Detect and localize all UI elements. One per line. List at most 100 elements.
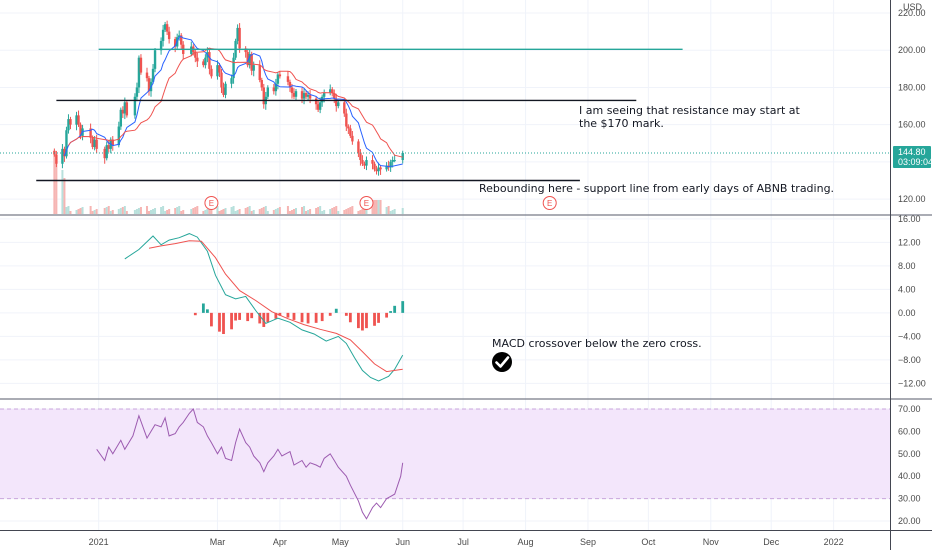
candle-body: [316, 104, 320, 110]
candle-body: [125, 102, 129, 116]
candle-body: [244, 48, 247, 53]
volume-bar: [89, 206, 92, 214]
volume-bar: [260, 208, 263, 214]
price-pane[interactable]: E E E I am seeing that resistance may star…: [36, 20, 834, 214]
candle-body: [329, 89, 332, 94]
y-tick-label: 160.00: [898, 120, 926, 130]
last-price-box: [893, 145, 931, 168]
histogram-bar: [377, 312, 380, 323]
volume-bar: [303, 206, 306, 214]
candle-body: [385, 165, 388, 170]
macd-pane[interactable]: MACD crossover below the zero cross.: [124, 233, 702, 382]
candle-body: [123, 102, 127, 114]
volume-bar: [377, 200, 380, 214]
volume-bar: [75, 210, 78, 214]
last-price-label: 144.80: [898, 147, 926, 157]
volume-bar: [290, 210, 293, 214]
candle-body: [294, 91, 298, 97]
candle-body: [337, 102, 340, 107]
candle-body: [79, 124, 82, 136]
x-tick-label: Jun: [395, 537, 410, 547]
y-tick-label: 60.00: [898, 426, 921, 436]
candle-body: [248, 53, 251, 66]
candle-body: [361, 160, 364, 164]
earnings-marker: [204, 196, 219, 210]
volume-bar: [294, 208, 297, 214]
volume-bar: [121, 207, 124, 214]
checkmark-icon: [492, 352, 512, 372]
histogram-bar: [320, 312, 324, 322]
currency-label: USD: [903, 2, 923, 12]
candle-body: [278, 74, 282, 77]
y-tick-label: −8.00: [898, 355, 921, 365]
price-scales[interactable]: USD 220.00200.00180.00160.00140.00120.00…: [898, 2, 926, 526]
histogram-bar: [258, 312, 262, 324]
volume-bar: [319, 206, 322, 214]
x-tick-label: 2021: [89, 537, 109, 547]
volume-bar: [63, 178, 66, 214]
candle-body: [318, 102, 322, 110]
histogram-bar: [357, 312, 360, 329]
histogram-bar: [230, 312, 233, 330]
horizontal-levels: [36, 48, 683, 182]
rsi-pane[interactable]: [0, 408, 890, 520]
volume-bar: [323, 210, 326, 214]
histogram-bar: [314, 312, 318, 323]
volume-bar: [176, 207, 179, 214]
candle-body: [117, 126, 121, 146]
y-tick-label: 120.00: [898, 194, 926, 204]
histogram-bar: [361, 312, 364, 331]
histogram-bar: [218, 312, 221, 332]
volume-bar: [401, 208, 404, 214]
candle-body: [300, 91, 304, 99]
candle-body: [137, 57, 141, 88]
candle-body: [349, 128, 352, 136]
volume-bar: [135, 209, 138, 214]
volume-bar: [79, 208, 82, 214]
histogram-bar: [201, 303, 205, 313]
volume-bar: [230, 207, 233, 214]
volume-bar: [351, 206, 354, 214]
volume-bar: [61, 170, 64, 214]
macd-annotation: MACD crossover below the zero cross.: [492, 337, 702, 350]
candle-body: [238, 27, 241, 49]
candle-body: [335, 98, 338, 107]
histogram-bar: [274, 312, 278, 319]
candle-body: [121, 109, 125, 114]
rsi-band-background: [0, 408, 890, 499]
volume-bar: [389, 211, 392, 214]
support-annotation: Rebounding here - support line from earl…: [479, 182, 834, 195]
candle-body: [107, 145, 110, 149]
candle-body: [345, 113, 348, 127]
candle-body: [252, 65, 255, 71]
y-tick-label: 180.00: [898, 82, 926, 92]
candle-body: [306, 94, 310, 97]
candle-body: [322, 93, 326, 97]
volume-bar: [103, 208, 106, 214]
volume-bar: [77, 209, 80, 214]
candle-body: [61, 148, 64, 164]
candle-body: [308, 94, 312, 99]
volume-bar: [335, 206, 338, 214]
volume-bar: [274, 209, 277, 214]
volume-bar: [168, 209, 171, 214]
y-tick-label: 40.00: [898, 471, 921, 481]
volume-bar: [139, 207, 142, 214]
volume-bar: [91, 211, 94, 214]
candle-body: [147, 78, 151, 92]
candle-body: [401, 152, 404, 161]
volume-bar: [206, 209, 209, 214]
candle-body: [393, 160, 396, 162]
volume-bar: [266, 211, 269, 214]
volume-bar: [222, 209, 225, 214]
time-axis[interactable]: 2021 Mar Apr May Jun Jul Aug Sep Oct Nov Dec 2022: [89, 537, 844, 547]
candle-body: [274, 83, 278, 92]
volume-bar: [248, 206, 251, 214]
y-tick-label: 0.00: [898, 308, 916, 318]
volume-bar: [286, 206, 289, 214]
x-tick-label: Nov: [703, 537, 720, 547]
